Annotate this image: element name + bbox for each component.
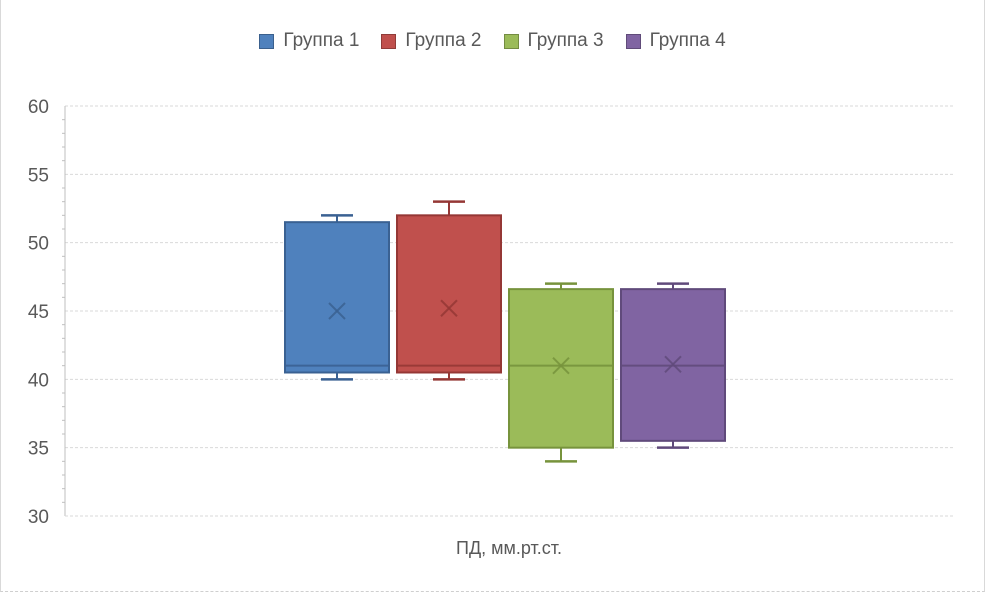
- box: [508, 288, 614, 449]
- legend-item-3: Группа 3: [503, 30, 604, 52]
- legend-label: Группа 1: [283, 30, 360, 51]
- box: [396, 214, 502, 374]
- y-tick-label: 30: [28, 507, 49, 528]
- box-series-1: [284, 214, 390, 381]
- y-tick-label: 55: [28, 165, 49, 186]
- y-tick-label: 40: [28, 370, 49, 391]
- legend-swatch-icon: [625, 33, 641, 49]
- legend-label: Группа 3: [527, 30, 604, 51]
- legend: Группа 1 Группа 2 Группа 3 Группа 4: [1, 30, 984, 52]
- mean-marker-icon: [664, 355, 682, 374]
- box: [284, 221, 390, 374]
- legend-item-4: Группа 4: [625, 30, 726, 52]
- box-series-2: [396, 200, 502, 381]
- legend-label: Группа 2: [405, 30, 482, 51]
- y-tick-label: 35: [28, 439, 49, 460]
- y-tick-label: 45: [28, 302, 49, 323]
- y-tick-label: 60: [28, 97, 49, 118]
- mean-marker-icon: [552, 356, 570, 375]
- box-series-3: [508, 282, 614, 463]
- legend-swatch-icon: [381, 33, 397, 49]
- legend-label: Группа 4: [649, 30, 726, 51]
- box-series-4: [620, 282, 726, 449]
- mean-marker-icon: [328, 302, 346, 320]
- legend-item-1: Группа 1: [259, 30, 359, 52]
- mean-marker-icon: [440, 299, 458, 317]
- y-tick-label: 50: [28, 234, 49, 255]
- legend-swatch-icon: [503, 33, 519, 49]
- legend-swatch-icon: [259, 33, 275, 49]
- x-axis-title: ПД, мм.рт.ст.: [456, 538, 562, 558]
- legend-item-2: Группа 2: [381, 30, 482, 52]
